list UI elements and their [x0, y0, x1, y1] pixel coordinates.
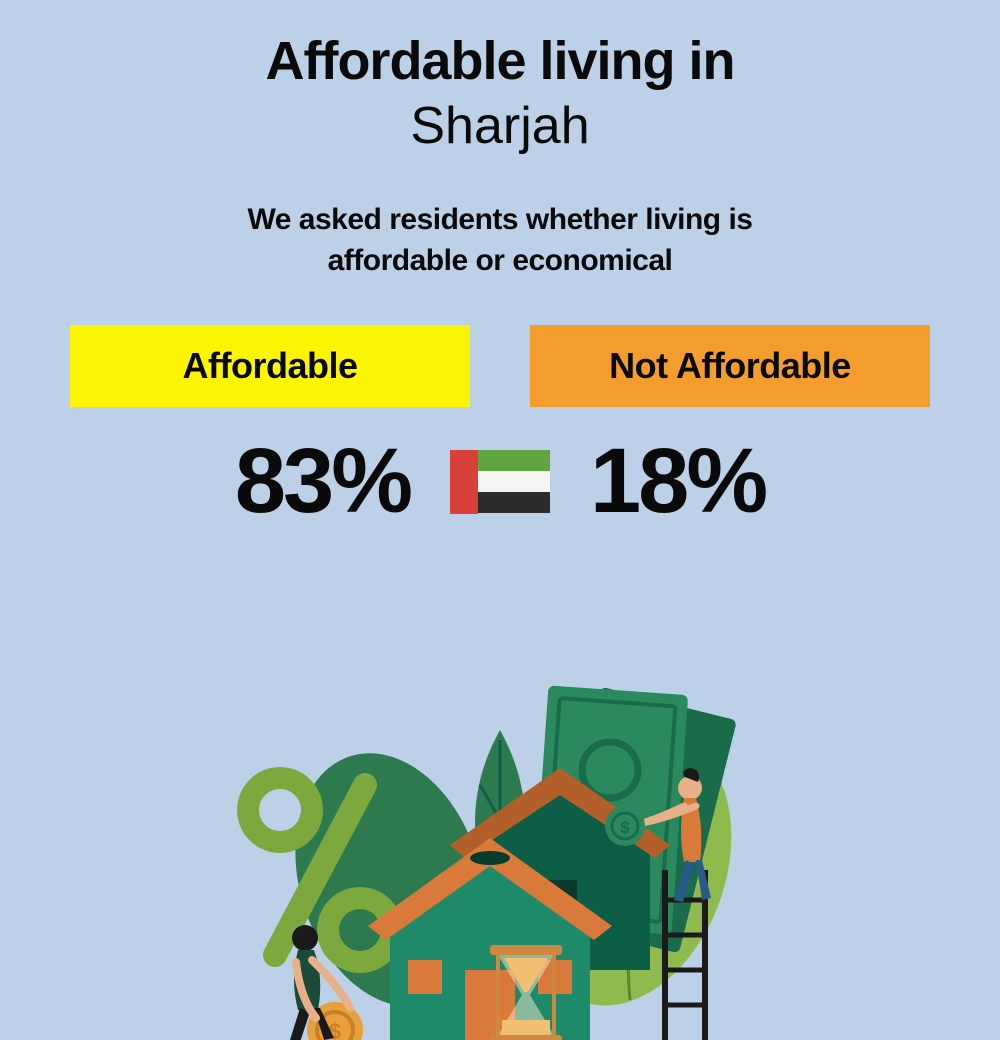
subtitle: We asked residents whether living is aff…	[0, 200, 1000, 281]
badge-affordable: Affordable	[70, 325, 470, 407]
flag-hoist-red	[450, 450, 478, 514]
subtitle-line1: We asked residents whether living is	[248, 203, 753, 236]
stat-not-affordable: 18%	[580, 429, 880, 534]
badge-row: Affordable Not Affordable	[0, 325, 1000, 407]
savings-house-illustration: $ $	[190, 640, 810, 1040]
svg-text:$: $	[620, 818, 630, 837]
uae-flag-icon	[450, 450, 550, 514]
subtitle-line2: affordable or economical	[328, 244, 673, 277]
title-location: Sharjah	[0, 96, 1000, 156]
stats-row: 83% 18%	[0, 429, 1000, 534]
stat-affordable: 83%	[120, 429, 420, 534]
badge-not-affordable: Not Affordable	[530, 325, 930, 407]
title-bold: Affordable living in	[0, 30, 1000, 92]
